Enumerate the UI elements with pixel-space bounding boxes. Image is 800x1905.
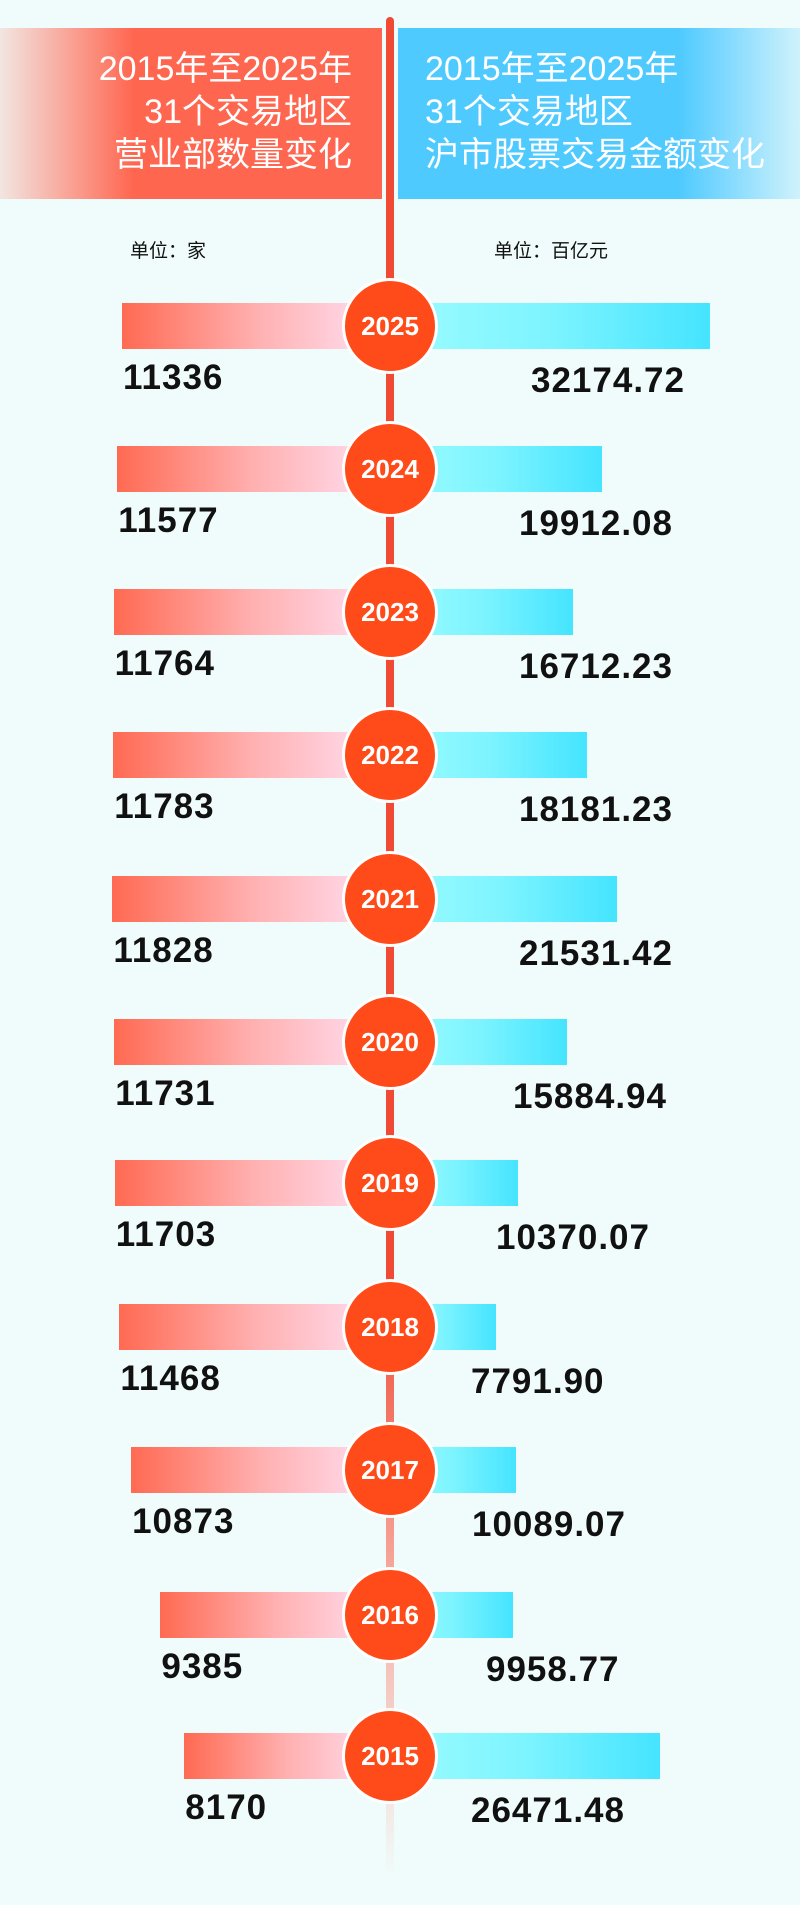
right-title-panel: 2015年至2025年 31个交易地区 沪市股票交易金额变化 xyxy=(398,28,800,199)
left-value-label-2021: 11828 xyxy=(113,931,214,970)
left-value-label-2018: 11468 xyxy=(120,1359,221,1398)
right-value-label-2016: 9958.77 xyxy=(486,1650,620,1689)
right-title-line: 31个交易地区 xyxy=(425,93,633,131)
year-circle-2022: 2022 xyxy=(342,707,438,803)
year-circle-2017: 2017 xyxy=(342,1422,438,1518)
left-title-line: 2015年至2025年 xyxy=(98,50,352,88)
left-title-line: 31个交易地区 xyxy=(144,93,352,131)
year-circle-2024: 2024 xyxy=(342,421,438,517)
year-circle-2015: 2015 xyxy=(342,1708,438,1804)
right-bar-2025 xyxy=(390,303,710,349)
left-value-label-2024: 11577 xyxy=(118,501,219,540)
right-value-label-2015: 26471.48 xyxy=(471,1791,625,1830)
left-value-label-2016: 9385 xyxy=(161,1647,244,1686)
left-value-label-2023: 11764 xyxy=(114,644,215,683)
left-value-label-2025: 11336 xyxy=(123,358,224,397)
year-circle-2020: 2020 xyxy=(342,994,438,1090)
left-value-label-2020: 11731 xyxy=(115,1074,216,1113)
right-value-label-2021: 21531.42 xyxy=(519,934,673,973)
left-value-label-2015: 8170 xyxy=(185,1788,268,1827)
right-value-label-2017: 10089.07 xyxy=(472,1505,626,1544)
right-title-line: 沪市股票交易金额变化 xyxy=(425,136,765,174)
year-circle-2018: 2018 xyxy=(342,1279,438,1375)
right-title-line: 2015年至2025年 xyxy=(425,50,679,88)
year-circle-2016: 2016 xyxy=(342,1567,438,1663)
left-value-label-2022: 11783 xyxy=(114,787,215,826)
right-value-label-2024: 19912.08 xyxy=(519,504,673,543)
year-circle-2021: 2021 xyxy=(342,851,438,947)
year-circle-2025: 2025 xyxy=(342,278,438,374)
right-value-label-2023: 16712.23 xyxy=(519,647,673,686)
right-value-label-2020: 15884.94 xyxy=(513,1077,667,1116)
left-title-line: 营业部数量变化 xyxy=(114,136,352,174)
right-value-label-2025: 32174.72 xyxy=(531,361,685,400)
left-unit-label: 单位：家 xyxy=(130,241,207,262)
timeline-axis xyxy=(386,17,394,1877)
right-value-label-2022: 18181.23 xyxy=(519,790,673,829)
right-value-label-2018: 7791.90 xyxy=(471,1362,605,1401)
left-value-label-2019: 11703 xyxy=(115,1215,217,1254)
right-value-label-2019: 10370.07 xyxy=(496,1218,650,1257)
right-unit-label: 单位：百亿元 xyxy=(494,241,609,262)
year-circle-2019: 2019 xyxy=(342,1135,438,1231)
left-title-panel: 2015年至2025年 31个交易地区 营业部数量变化 xyxy=(0,28,382,199)
year-circle-2023: 2023 xyxy=(342,564,438,660)
left-value-label-2017: 10873 xyxy=(132,1502,235,1541)
